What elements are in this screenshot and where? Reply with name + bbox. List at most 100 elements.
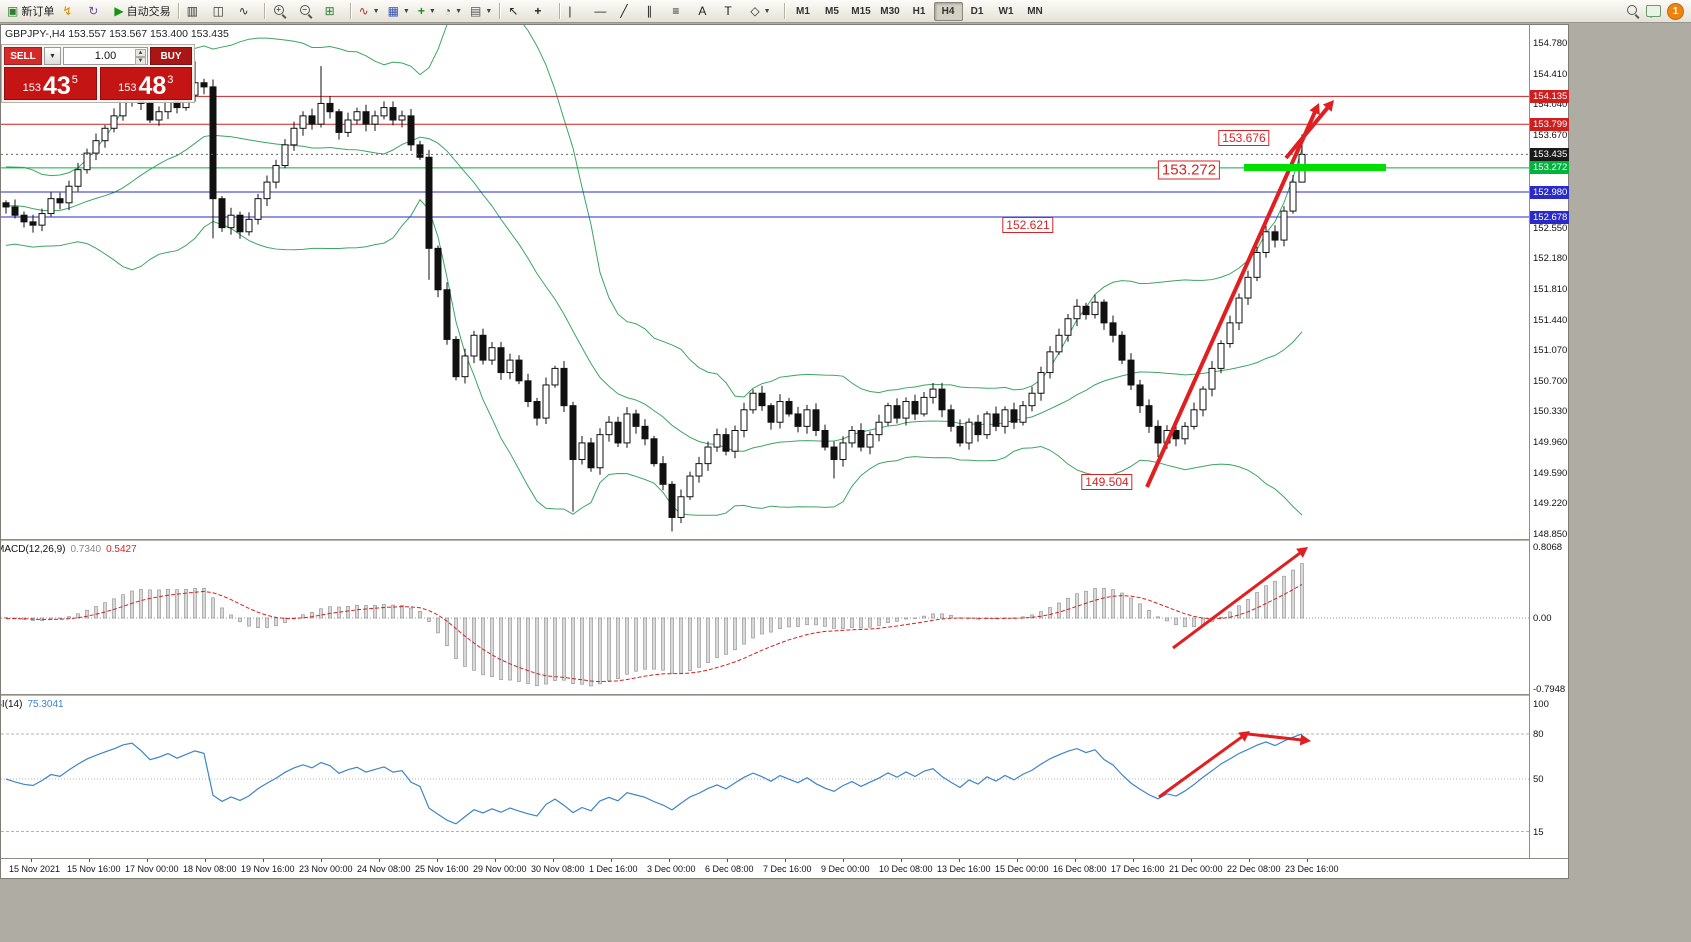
- time-tick: [669, 859, 670, 862]
- buy-button[interactable]: BUY: [150, 47, 192, 65]
- lot-down-button[interactable]: ▼: [135, 57, 146, 65]
- time-axis[interactable]: 15 Nov 2021 15 Nov 16:00 17 Nov 00:00 18 No…: [1, 858, 1568, 878]
- zoom-out-icon: −: [299, 4, 313, 19]
- refresh-icon: ↻: [88, 4, 99, 18]
- chart-window: GBPJPY-,H4 153.557 153.567 153.400 153.4…: [0, 24, 1569, 879]
- trendline-button[interactable]: ╱: [616, 1, 642, 22]
- time-axis-label: 25 Nov 16:00: [415, 864, 469, 874]
- time-axis-label: 24 Nov 08:00: [357, 864, 411, 874]
- indicator-windows-button[interactable]: ▦ ▼: [384, 1, 414, 22]
- bars-icon: ▥: [186, 4, 198, 18]
- time-tick: [1133, 859, 1134, 862]
- search-icon[interactable]: [1626, 4, 1640, 19]
- timeframe-button-mn[interactable]: MN: [1027, 5, 1043, 17]
- time-tick: [727, 859, 728, 862]
- price-axis-label: 154.040: [1533, 99, 1568, 111]
- sell-price-big: 43: [42, 71, 71, 100]
- indicator-window-icon: ▦: [387, 4, 399, 18]
- timeframe-button-m30[interactable]: M30: [880, 5, 900, 17]
- time-axis-label: 15 Nov 2021: [9, 864, 61, 874]
- channel-button[interactable]: ∥: [642, 1, 668, 22]
- cursor-icon: ↖: [508, 4, 519, 18]
- price-tag: 152.678: [1530, 210, 1569, 224]
- time-axis-label: 17 Dec 16:00: [1111, 864, 1165, 874]
- notification-badge[interactable]: 1: [1667, 2, 1684, 20]
- chevron-down-icon: ▼: [763, 7, 771, 15]
- toolbar-separator: [349, 3, 352, 19]
- rsi-trend-arrows[interactable]: [1158, 731, 1311, 799]
- timeframe-button-d1[interactable]: D1: [970, 5, 984, 17]
- chevron-down-icon: ▼: [485, 7, 493, 15]
- time-axis-label: 17 Nov 00:00: [125, 864, 179, 874]
- chevron-down-icon: ▼: [455, 7, 463, 15]
- timeframe-button-w1[interactable]: W1: [998, 5, 1014, 17]
- price-axis-label: 150.700: [1533, 375, 1568, 387]
- price-annotation[interactable]: 149.504: [1081, 474, 1133, 490]
- trend-arrows[interactable]: [1145, 100, 1334, 488]
- refresh-button[interactable]: ↻: [84, 1, 110, 22]
- trend-arrow: [1284, 105, 1330, 160]
- macd-chart[interactable]: [1, 541, 1529, 694]
- new-order-button-label: 新订单: [21, 6, 55, 18]
- timeframe-button-h1[interactable]: H1: [912, 5, 926, 17]
- time-axis-label: 10 Dec 08:00: [879, 864, 933, 874]
- fibonacci-button[interactable]: ≡: [668, 1, 694, 22]
- panel-divider[interactable]: [1, 694, 1568, 696]
- chat-icon[interactable]: [1646, 5, 1661, 18]
- text-button[interactable]: A: [694, 1, 720, 22]
- time-tick: [1249, 859, 1250, 862]
- price-axis-label: 153.670: [1533, 129, 1568, 141]
- indicators-button[interactable]: ∿ ▼: [355, 1, 384, 22]
- timeframe-button-m5[interactable]: M5: [825, 5, 839, 17]
- line-icon: ∿: [238, 4, 249, 18]
- price-chart[interactable]: [1, 25, 1529, 539]
- price-axis[interactable]: 154.780154.410154.040153.670153.300152.9…: [1529, 25, 1569, 858]
- macd-indicator-label: MACD(12,26,9) 0.7340 0.5427: [1, 544, 137, 555]
- new-order-button[interactable]: ▣ 新订单: [3, 1, 58, 22]
- horizontal-line-button[interactable]: —: [590, 1, 616, 22]
- time-tick: [785, 859, 786, 862]
- rsi-chart[interactable]: [1, 696, 1529, 858]
- line-chart-button[interactable]: ∿: [235, 1, 261, 22]
- periods-button[interactable]: ◔ ▼: [440, 1, 466, 22]
- crosshair-button[interactable]: +: [530, 1, 556, 22]
- chevron-down-icon: ▼: [428, 7, 436, 15]
- timeframe-button-m15[interactable]: M15: [851, 5, 871, 17]
- green-highlight-zone[interactable]: [1244, 164, 1386, 172]
- cursor-button[interactable]: ↖: [504, 1, 530, 22]
- timeframe-button-m1[interactable]: M1: [796, 5, 810, 17]
- price-annotation[interactable]: 153.676: [1218, 130, 1270, 146]
- lot-up-button[interactable]: ▲: [135, 49, 146, 57]
- tile-windows-button[interactable]: ⊞: [321, 1, 347, 22]
- sell-button[interactable]: SELL: [4, 47, 42, 65]
- macd-signal-value: 0.5427: [106, 544, 137, 555]
- price-panel: GBPJPY-,H4 153.557 153.567 153.400 153.4…: [1, 25, 1529, 539]
- one-click-trade-panel: SELL ▼ 1.00 ▲ ▼ BUY 153 43 5: [1, 44, 195, 103]
- templates-button[interactable]: ▤ ▼: [466, 1, 496, 22]
- zoom-in-button[interactable]: +: [269, 1, 295, 22]
- price-annotation[interactable]: 153.272: [1157, 160, 1221, 180]
- panel-divider[interactable]: [1, 539, 1568, 541]
- time-axis-label: 30 Nov 08:00: [531, 864, 585, 874]
- add-indicator-button[interactable]: + ▼: [414, 1, 440, 22]
- bar-chart-button[interactable]: ▥: [183, 1, 209, 22]
- sell-price-display[interactable]: 153 43 5: [4, 67, 97, 100]
- price-annotation[interactable]: 152.621: [1002, 217, 1054, 233]
- vertical-line-button[interactable]: |: [564, 1, 590, 22]
- zoom-out-button[interactable]: −: [295, 1, 321, 22]
- rsi-name: RSI(14): [1, 699, 23, 710]
- label-button[interactable]: T: [720, 1, 746, 22]
- shapes-button[interactable]: ◇ ▼: [746, 1, 774, 22]
- trade-options-dropdown[interactable]: ▼: [44, 47, 61, 65]
- one-click-trading-button[interactable]: ↯: [58, 1, 84, 22]
- macd-trend-arrow[interactable]: [1172, 547, 1308, 650]
- add-indicator-icon: +: [417, 4, 425, 18]
- autotrade-icon: ▶: [114, 4, 124, 18]
- lot-size-field[interactable]: 1.00 ▲ ▼: [63, 47, 148, 65]
- time-axis-label: 23 Dec 16:00: [1285, 864, 1339, 874]
- buy-price-display[interactable]: 153 48 3: [99, 67, 192, 100]
- timeframe-button-h4[interactable]: H4: [933, 1, 963, 21]
- rsi-value: 75.3041: [27, 699, 64, 710]
- candlestick-chart-button[interactable]: ◫: [209, 1, 235, 22]
- autotrade-button[interactable]: ▶ 自动交易: [110, 1, 174, 22]
